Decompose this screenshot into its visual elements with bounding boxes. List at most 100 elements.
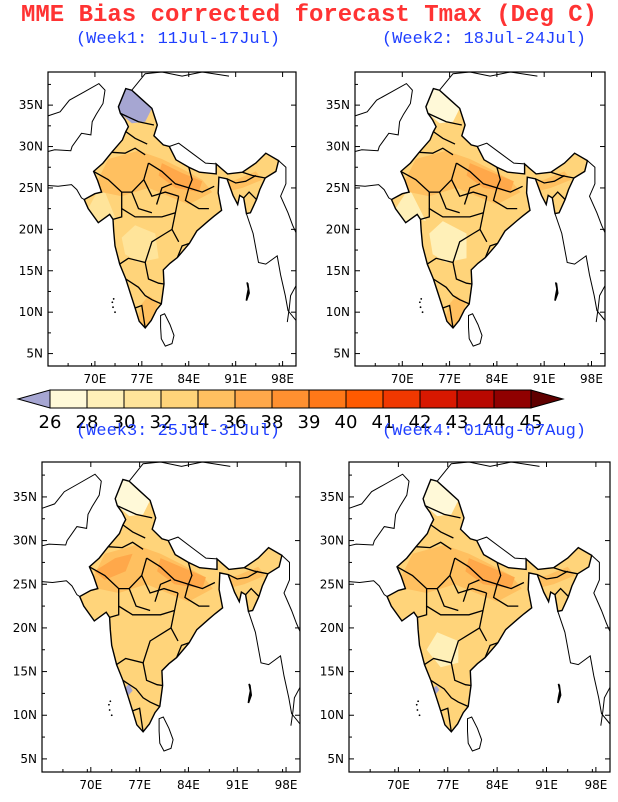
- temperature-zone: [425, 88, 460, 124]
- temperature-zone: [401, 545, 522, 602]
- colorbar-segment: [419, 389, 458, 409]
- lakshadweep-dot: [416, 709, 419, 711]
- temperature-zone: [122, 683, 133, 696]
- lon-tick-label: 70E: [387, 778, 410, 792]
- state-boundary: [170, 592, 179, 642]
- state-boundary: [118, 588, 175, 616]
- state-boundary: [415, 541, 452, 550]
- state-boundary: [550, 171, 575, 179]
- coastline: [354, 184, 392, 200]
- lakshadweep-dot: [110, 714, 113, 717]
- coastline: [554, 213, 606, 321]
- lat-tick-label: 15N: [326, 264, 350, 278]
- coastline: [169, 142, 217, 165]
- colorbar-level-label: 43: [446, 412, 469, 433]
- state-boundary: [187, 167, 215, 193]
- state-boundary: [438, 191, 460, 214]
- state-boundary: [122, 524, 146, 539]
- state-boundary: [433, 278, 470, 305]
- lakshadweep-dot: [417, 700, 420, 703]
- colorbar-level-label: 40: [335, 412, 358, 433]
- india-outline: [78, 478, 283, 733]
- state-boundary: [496, 562, 525, 590]
- coastline: [281, 555, 301, 632]
- lon-tick-label: 77E: [436, 778, 459, 792]
- colorbar-segment: [456, 389, 495, 409]
- state-boundary: [537, 570, 569, 580]
- lon-tick-label: 91E: [226, 778, 249, 792]
- colorbar-segment: [160, 389, 199, 409]
- lat-tick-label: 10N: [13, 708, 37, 722]
- lat-tick-label: 35N: [13, 490, 37, 504]
- lakshadweep-dot: [415, 703, 418, 706]
- temperature-zone: [157, 558, 206, 589]
- state-boundary: [125, 131, 148, 145]
- temperature-zone: [431, 685, 440, 695]
- state-boundary: [454, 557, 498, 585]
- state-boundary: [554, 587, 569, 597]
- colorbar-segment: [382, 389, 421, 409]
- coastline: [47, 184, 85, 200]
- sri-lanka-outline: [158, 716, 174, 752]
- lon-tick-label: 84E: [486, 778, 509, 792]
- lon-tick-label: 91E: [224, 372, 247, 386]
- coastline: [477, 142, 525, 165]
- sri-lanka-outline: [467, 716, 483, 752]
- state-boundary: [148, 162, 189, 189]
- india-base-fill: [79, 479, 282, 732]
- colorbar-level-label: 45: [520, 412, 543, 433]
- state-boundary: [141, 575, 179, 594]
- state-boundary: [400, 162, 458, 193]
- map-frame: [41, 461, 301, 773]
- india-base-fill: [84, 88, 279, 328]
- colorbar-segment: [197, 389, 236, 409]
- colorbar-segment: [308, 389, 347, 409]
- lakshadweep-dot: [108, 703, 110, 706]
- lakshadweep-dot: [108, 709, 111, 711]
- lon-tick-label: 70E: [79, 778, 102, 792]
- state-boundary: [245, 587, 260, 597]
- state-boundary: [449, 575, 487, 594]
- state-boundary: [451, 179, 487, 197]
- lat-tick-label: 10N: [326, 305, 350, 319]
- lat-tick-label: 20N: [19, 222, 43, 236]
- state-boundary: [226, 174, 257, 184]
- state-boundary: [433, 131, 456, 145]
- colorbar-segment: [345, 389, 384, 409]
- lon-tick-label: 91E: [535, 778, 558, 792]
- lat-tick-label: 15N: [13, 665, 37, 679]
- temperature-zone: [444, 295, 467, 328]
- india-outline: [390, 87, 589, 329]
- state-boundary: [122, 679, 161, 708]
- temperature-zone: [94, 553, 133, 580]
- state-boundary: [125, 278, 162, 305]
- map-panel-week3: 70E 77E 84E 91E 98E 35N 30N 25N 20N 15N 10N 5N: [13, 461, 301, 792]
- state-boundary: [154, 579, 172, 602]
- coastline: [600, 687, 611, 726]
- figure-title: MME Bias corrected forecast Tmax (Deg C): [20, 2, 598, 29]
- colorbar-segment: [493, 389, 532, 409]
- lon-tick-label: 77E: [130, 372, 153, 386]
- panel-title-week2: (Week2: 18Jul-24Jul): [381, 30, 587, 49]
- coastline: [587, 160, 606, 233]
- state-boundary: [111, 147, 146, 156]
- colorbar-level-label: 42: [409, 412, 432, 433]
- lat-tick-label: 25N: [326, 181, 350, 195]
- state-boundary: [109, 606, 120, 619]
- state-boundary: [426, 228, 481, 265]
- colorbar-level-label: 26: [39, 412, 62, 433]
- state-boundary: [171, 196, 180, 243]
- colorbar-level-label: 30: [113, 412, 136, 433]
- lat-tick-label: 10N: [19, 305, 43, 319]
- lat-tick-label: 5N: [20, 752, 37, 766]
- coastline: [436, 461, 540, 482]
- state-boundary: [119, 228, 173, 265]
- state-boundary: [116, 627, 172, 666]
- coastline: [591, 555, 611, 632]
- state-boundary: [425, 588, 484, 616]
- state-boundary: [450, 662, 472, 687]
- state-boundary: [452, 262, 472, 285]
- colorbar-level-label: 36: [224, 412, 247, 433]
- colorbar-segment: [234, 389, 273, 409]
- state-boundary: [419, 147, 454, 156]
